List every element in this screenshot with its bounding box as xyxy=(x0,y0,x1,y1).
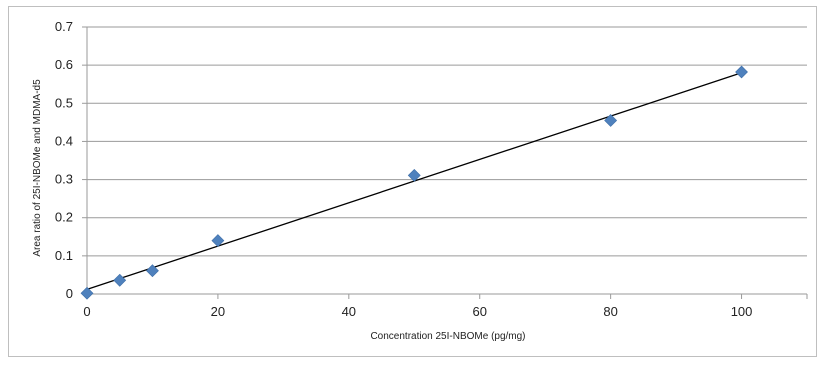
data-point xyxy=(80,286,94,300)
x-tick-label: 0 xyxy=(83,304,90,319)
y-tick-label: 0 xyxy=(66,286,73,301)
y-tick-label: 0.6 xyxy=(55,57,73,72)
y-tick-label: 0.3 xyxy=(55,172,73,187)
data-point xyxy=(604,114,618,127)
axes xyxy=(82,26,808,299)
x-axis-title: Concentration 25I-NBOMe (pg/mg) xyxy=(370,331,525,342)
data-points xyxy=(80,65,748,300)
tick-labels: 0 0.1 0.2 0.3 0.4 0.5 0.6 0.7 0 20 40 60 80 100 xyxy=(55,19,752,319)
data-point xyxy=(211,234,225,248)
data-point xyxy=(113,273,127,287)
x-tick-label: 60 xyxy=(472,304,486,319)
x-tick-label: 80 xyxy=(603,304,617,319)
gridlines xyxy=(87,26,807,257)
x-tick-label: 100 xyxy=(731,304,753,319)
y-axis-title: Area ratio of 25I-NBOMe and MDMA-d5 xyxy=(32,79,43,257)
data-point xyxy=(735,65,748,79)
x-tick-label: 20 xyxy=(211,304,225,319)
x-tick-label: 40 xyxy=(342,304,356,319)
data-point xyxy=(146,264,159,278)
y-tick-label: 0.1 xyxy=(55,248,73,263)
y-tick-label: 0.7 xyxy=(55,19,73,34)
y-tick-label: 0.4 xyxy=(55,133,73,148)
y-tick-label: 0.5 xyxy=(55,95,73,110)
data-point xyxy=(407,168,421,182)
y-tick-label: 0.2 xyxy=(55,210,73,225)
